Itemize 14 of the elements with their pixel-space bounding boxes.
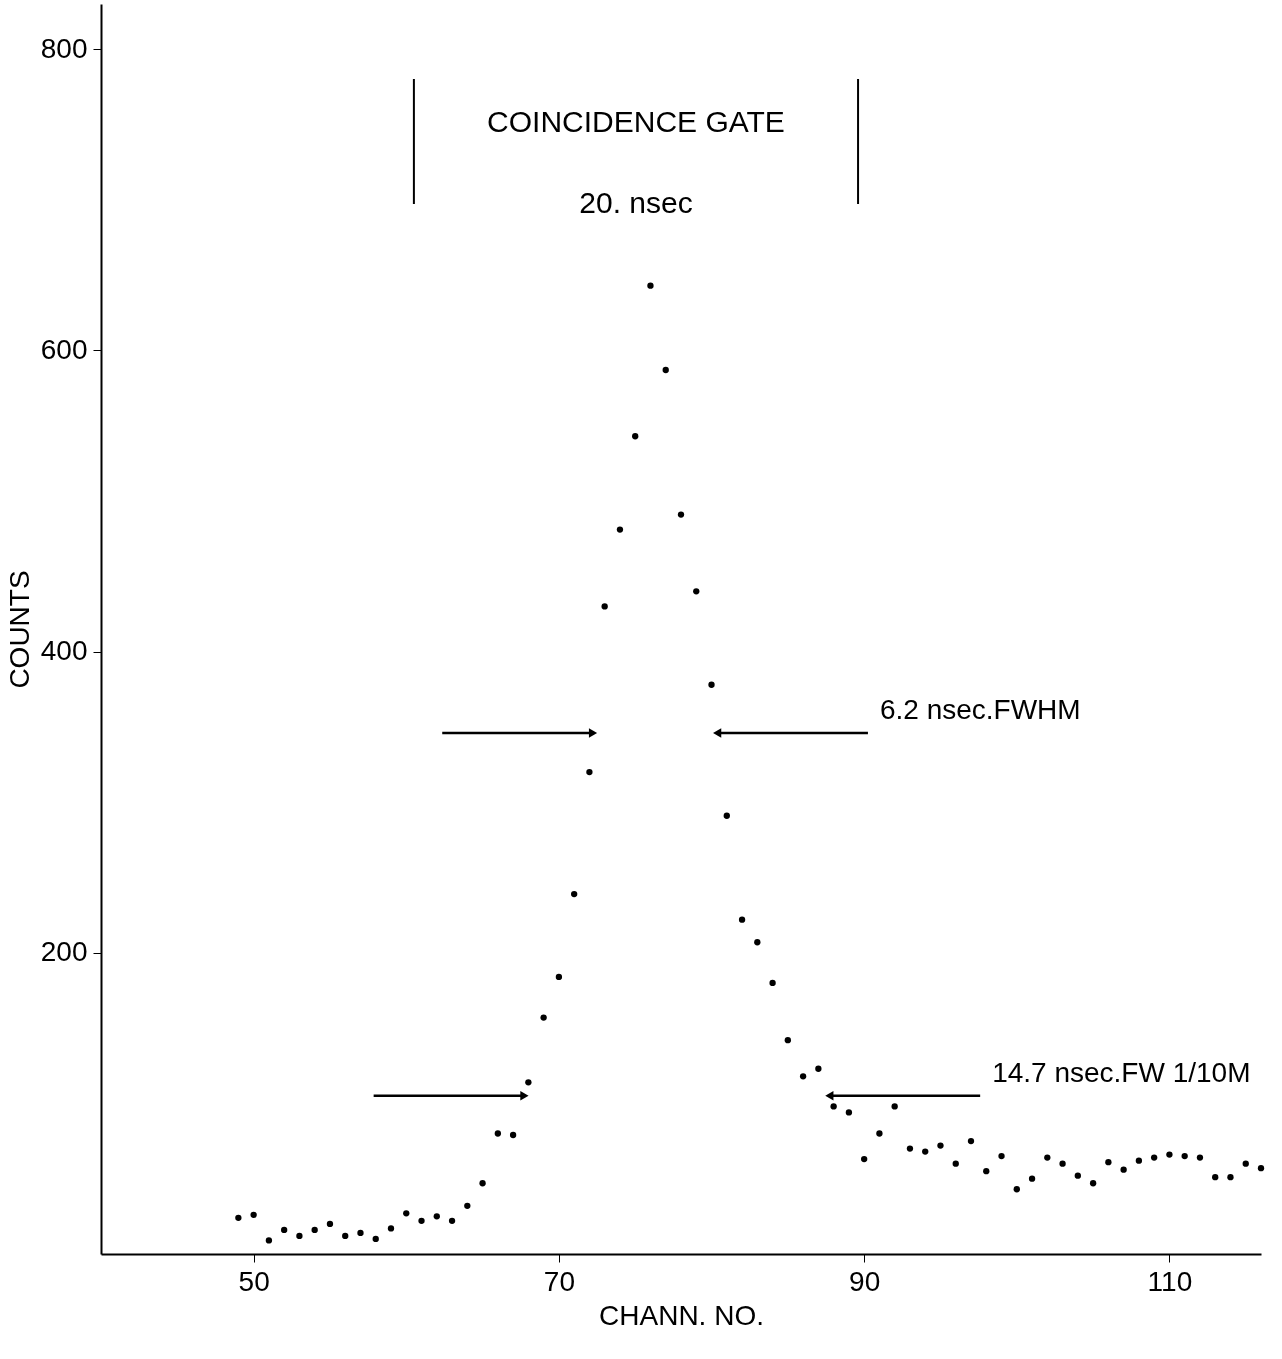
x-tick-label: 90 <box>849 1265 881 1297</box>
annotation: 20. nsec <box>579 186 693 219</box>
y-tick-label: 200 <box>40 936 88 968</box>
annotation: COINCIDENCE GATE <box>487 104 785 138</box>
y-tick-label: 400 <box>40 635 88 667</box>
x-axis-title: CHANN. NO. <box>599 1299 764 1331</box>
x-tick-label: 110 <box>1147 1265 1193 1297</box>
ref-line-label: 14.7 nsec.FW 1/10M <box>992 1056 1251 1088</box>
ref-line-label: 6.2 nsec.FWHM <box>879 693 1081 725</box>
y-axis-title: COUNTS <box>3 570 35 689</box>
x-tick-label: 50 <box>238 1265 270 1297</box>
y-tick-label: 800 <box>40 32 88 64</box>
y-tick-label: 600 <box>40 333 88 365</box>
x-tick-label: 70 <box>543 1265 575 1297</box>
